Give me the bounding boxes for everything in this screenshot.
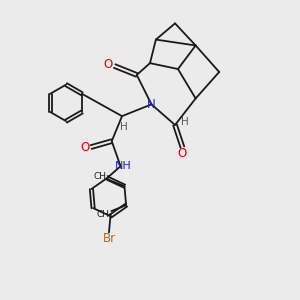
Text: CH₃: CH₃ <box>97 209 113 218</box>
Text: O: O <box>178 147 187 160</box>
Text: Br: Br <box>102 232 116 245</box>
Text: O: O <box>80 141 89 154</box>
Text: NH: NH <box>115 160 131 171</box>
Text: O: O <box>103 58 113 71</box>
Text: H: H <box>182 117 189 127</box>
Text: CH₃: CH₃ <box>94 172 110 181</box>
Text: H: H <box>120 122 128 132</box>
Text: N: N <box>147 98 156 111</box>
